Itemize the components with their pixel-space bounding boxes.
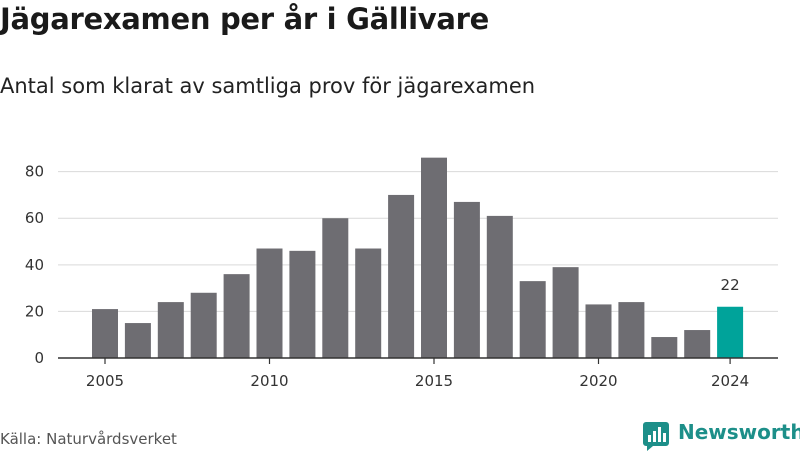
y-tick-label: 0 xyxy=(34,349,44,367)
bar-2005 xyxy=(92,309,118,358)
brand-name: Newsworthy xyxy=(678,420,800,444)
bars xyxy=(92,157,744,358)
x-tick-label: 2020 xyxy=(579,372,617,390)
y-axis-ticks: 0 20 40 60 80 xyxy=(25,163,44,367)
bar-2009 xyxy=(223,274,250,358)
bar-2012 xyxy=(322,218,349,358)
bar-2011 xyxy=(289,250,316,358)
x-tick-label: 2024 xyxy=(711,372,749,390)
bar-2016 xyxy=(453,201,480,358)
bar-2024 xyxy=(717,306,744,358)
bar-2007 xyxy=(157,302,184,358)
data-labels: 22 xyxy=(721,276,740,294)
y-tick-label: 20 xyxy=(25,302,44,320)
y-tick-label: 60 xyxy=(25,209,44,227)
bar-2010 xyxy=(256,248,283,358)
data-label-2024: 22 xyxy=(721,276,740,294)
chart-title: Jägarexamen per år i Gällivare xyxy=(0,2,490,36)
x-tick-label: 2005 xyxy=(86,372,124,390)
bar-chart: 0 20 40 60 80 2005 2010 2015 2020 2024 22 xyxy=(25,157,778,390)
source-note: Källa: Naturvårdsverket xyxy=(0,430,177,448)
chart-subtitle: Antal som klarat av samtliga prov för jä… xyxy=(0,74,536,98)
bar-2017 xyxy=(486,215,513,358)
bar-2008 xyxy=(190,292,217,358)
bar-2022 xyxy=(651,337,678,358)
bar-2014 xyxy=(388,194,415,358)
bar-2020 xyxy=(585,304,612,358)
bar-2018 xyxy=(519,281,546,358)
x-tick-label: 2010 xyxy=(250,372,288,390)
bar-2023 xyxy=(684,330,711,358)
gridlines xyxy=(58,171,778,312)
bar-2015 xyxy=(421,157,447,358)
x-axis: 2005 2010 2015 2020 2024 xyxy=(58,357,778,390)
bar-2006 xyxy=(124,323,151,358)
bar-2019 xyxy=(552,267,579,358)
bar-chart-logo-icon xyxy=(643,422,669,451)
y-tick-label: 40 xyxy=(25,256,44,274)
bar-2021 xyxy=(618,302,645,358)
bar-2013 xyxy=(355,248,382,358)
y-tick-label: 80 xyxy=(25,163,44,181)
x-tick-label: 2015 xyxy=(415,372,453,390)
